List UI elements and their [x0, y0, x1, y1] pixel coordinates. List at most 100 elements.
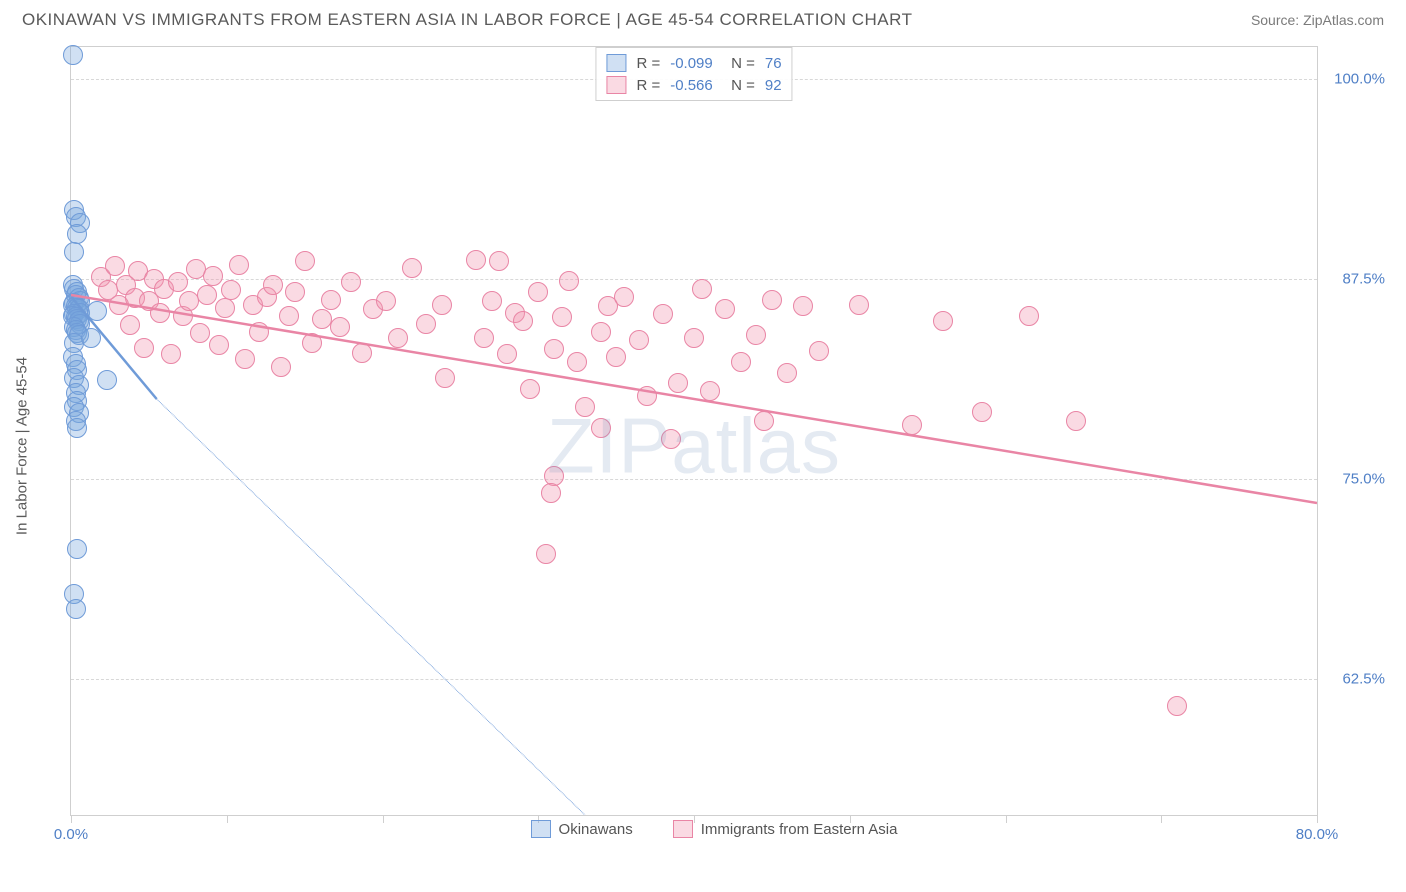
y-tick-label: 100.0% — [1323, 71, 1385, 88]
bottom-legend: Okinawans Immigrants from Eastern Asia — [40, 820, 1388, 838]
scatter-point-immigrants — [731, 352, 751, 372]
scatter-point-immigrants — [489, 251, 509, 271]
scatter-point-immigrants — [209, 335, 229, 355]
scatter-point-okinawans — [87, 301, 107, 321]
scatter-point-immigrants — [295, 251, 315, 271]
plot-container: In Labor Force | Age 45-54 R = -0.099 N … — [40, 46, 1388, 846]
scatter-point-immigrants — [302, 333, 322, 353]
scatter-point-okinawans — [67, 418, 87, 438]
scatter-point-immigrants — [249, 322, 269, 342]
scatter-point-immigrants — [432, 295, 452, 315]
scatter-point-immigrants — [746, 325, 766, 345]
scatter-point-immigrants — [629, 330, 649, 350]
legend-row-okinawans: R = -0.099 N = 76 — [606, 52, 781, 74]
scatter-point-immigrants — [161, 344, 181, 364]
scatter-point-immigrants — [513, 311, 533, 331]
scatter-point-immigrants — [150, 303, 170, 323]
scatter-point-immigrants — [263, 275, 283, 295]
scatter-point-immigrants — [541, 483, 561, 503]
scatter-point-immigrants — [497, 344, 517, 364]
scatter-point-okinawans — [67, 224, 87, 244]
scatter-point-okinawans — [63, 45, 83, 65]
scatter-point-immigrants — [536, 544, 556, 564]
gridline — [71, 679, 1317, 680]
scatter-point-okinawans — [64, 242, 84, 262]
y-tick-label: 87.5% — [1323, 271, 1385, 288]
scatter-point-immigrants — [528, 282, 548, 302]
scatter-point-immigrants — [466, 250, 486, 270]
y-tick-label: 62.5% — [1323, 671, 1385, 688]
scatter-point-immigrants — [134, 338, 154, 358]
plot-area: R = -0.099 N = 76 R = -0.566 N = 92 ZIPa… — [70, 46, 1318, 816]
n-value: 92 — [765, 77, 782, 94]
scatter-point-immigrants — [229, 255, 249, 275]
source-label: Source: ZipAtlas.com — [1251, 12, 1384, 28]
scatter-point-immigrants — [692, 279, 712, 299]
trendlines-svg — [71, 47, 1317, 815]
scatter-point-immigrants — [754, 411, 774, 431]
top-legend: R = -0.099 N = 76 R = -0.566 N = 92 — [595, 47, 792, 101]
swatch-okinawans — [531, 820, 551, 838]
scatter-point-immigrants — [793, 296, 813, 316]
scatter-point-immigrants — [902, 415, 922, 435]
scatter-point-immigrants — [474, 328, 494, 348]
scatter-point-immigrants — [388, 328, 408, 348]
scatter-point-immigrants — [614, 287, 634, 307]
scatter-point-okinawans — [97, 370, 117, 390]
legend-row-immigrants: R = -0.566 N = 92 — [606, 74, 781, 96]
scatter-point-immigrants — [567, 352, 587, 372]
scatter-point-immigrants — [321, 290, 341, 310]
scatter-point-okinawans — [67, 539, 87, 559]
n-value: 76 — [765, 55, 782, 72]
scatter-point-immigrants — [105, 256, 125, 276]
scatter-point-immigrants — [1167, 696, 1187, 716]
scatter-point-immigrants — [221, 280, 241, 300]
scatter-point-immigrants — [203, 266, 223, 286]
chart-title: OKINAWAN VS IMMIGRANTS FROM EASTERN ASIA… — [22, 10, 912, 30]
scatter-point-immigrants — [168, 272, 188, 292]
scatter-point-immigrants — [653, 304, 673, 324]
scatter-point-immigrants — [330, 317, 350, 337]
stat-key: N = — [723, 55, 755, 72]
scatter-point-immigrants — [661, 429, 681, 449]
swatch-immigrants — [606, 76, 626, 94]
scatter-point-immigrants — [271, 357, 291, 377]
stat-key: N = — [723, 77, 755, 94]
scatter-point-immigrants — [637, 386, 657, 406]
scatter-point-immigrants — [777, 363, 797, 383]
scatter-point-immigrants — [190, 323, 210, 343]
scatter-point-immigrants — [416, 314, 436, 334]
scatter-point-immigrants — [312, 309, 332, 329]
scatter-point-immigrants — [559, 271, 579, 291]
scatter-point-immigrants — [575, 397, 595, 417]
scatter-point-immigrants — [341, 272, 361, 292]
gridline — [71, 479, 1317, 480]
scatter-point-immigrants — [285, 282, 305, 302]
legend-item-okinawans: Okinawans — [531, 820, 633, 838]
r-value: -0.099 — [670, 55, 713, 72]
y-axis-label: In Labor Force | Age 45-54 — [14, 357, 31, 535]
scatter-point-immigrants — [1019, 306, 1039, 326]
r-value: -0.566 — [670, 77, 713, 94]
scatter-point-immigrants — [762, 290, 782, 310]
scatter-point-immigrants — [668, 373, 688, 393]
scatter-point-immigrants — [279, 306, 299, 326]
gridline — [71, 279, 1317, 280]
scatter-point-immigrants — [606, 347, 626, 367]
scatter-point-immigrants — [235, 349, 255, 369]
scatter-point-immigrants — [435, 368, 455, 388]
scatter-point-immigrants — [520, 379, 540, 399]
scatter-point-okinawans — [66, 599, 86, 619]
scatter-point-immigrants — [972, 402, 992, 422]
legend-label: Immigrants from Eastern Asia — [701, 821, 898, 838]
legend-label: Okinawans — [559, 821, 633, 838]
scatter-point-immigrants — [849, 295, 869, 315]
scatter-point-immigrants — [809, 341, 829, 361]
scatter-point-okinawans — [81, 328, 101, 348]
scatter-point-immigrants — [215, 298, 235, 318]
scatter-point-immigrants — [715, 299, 735, 319]
scatter-point-immigrants — [120, 315, 140, 335]
scatter-point-immigrants — [197, 285, 217, 305]
swatch-okinawans — [606, 54, 626, 72]
swatch-immigrants — [673, 820, 693, 838]
